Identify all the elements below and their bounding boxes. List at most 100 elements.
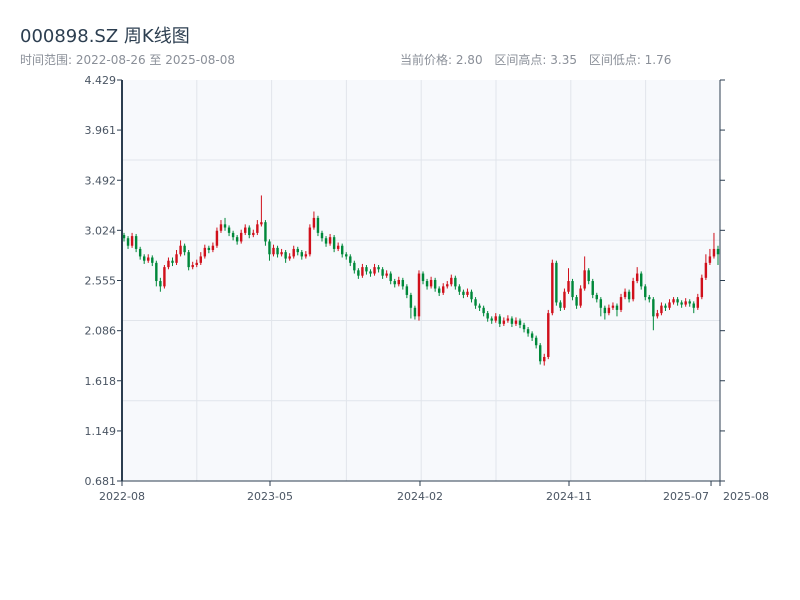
range-low: 区间低点: 1.76 [588,53,672,67]
x-tick-label: 2025-07 [663,490,709,503]
candle-up [256,224,259,233]
candle-down [571,281,574,298]
candle-down [644,286,647,298]
candle-up [244,227,247,233]
candle-up [211,245,215,251]
candle-down [603,307,607,314]
y-tick-label: 3.492 [85,174,117,187]
candle-up [611,305,615,308]
candle-up [696,297,700,308]
candle-up [502,320,506,324]
candle-down [296,248,299,253]
candle-down [530,333,534,338]
y-tick-label: 1.618 [85,375,117,388]
candle-up [712,248,716,257]
candle-up [215,230,219,246]
candle-down [151,257,154,263]
candle-down [587,270,590,282]
candle-down [155,262,158,282]
candle-up [704,262,708,278]
candle-up [700,277,704,298]
candle-up [195,262,198,265]
candle-up [336,245,340,249]
candle-up [167,260,170,268]
candle-up [219,224,223,231]
y-tick-label: 3.024 [85,224,117,237]
candle-up [280,252,283,255]
candle-down [159,281,162,287]
candle-down [409,294,413,308]
candle-down [365,267,368,272]
candle-down [134,236,138,249]
candle-down [421,273,425,282]
candle-down [284,252,287,259]
candle-down [470,291,473,300]
candle-up [397,279,400,285]
candle-up [583,270,586,289]
candle-down [138,248,142,257]
candle-down [486,313,489,319]
candle-down [207,247,211,251]
candle-down [276,247,279,255]
candle-down [171,260,174,263]
candle-up [567,281,570,292]
candle-down [522,324,526,330]
candle-down [648,297,651,300]
candle-down [462,291,465,295]
candle-down [377,267,380,270]
candle-down [676,299,679,303]
candle-down [534,337,538,346]
candle-down [126,238,130,246]
candle-down [599,299,603,308]
candle-up [361,267,364,276]
candle-down [425,281,429,287]
candle-down [627,291,631,300]
candle-down [458,286,461,292]
candle-up [130,236,134,246]
candle-up [147,257,150,261]
candle-up [260,222,263,225]
candle-down [353,262,356,271]
candle-up [623,291,627,298]
candle-down [615,305,619,310]
candle-up [506,318,510,321]
candle-down [664,305,667,308]
price-summary: 当前价格: 2.80 区间高点: 3.35 区间低点: 1.76 [400,51,679,68]
candle-up [708,256,712,263]
candle-up [684,301,687,305]
y-tick-label: 2.086 [85,325,117,338]
candle-up [373,267,376,274]
candle-down [716,248,720,255]
candle-up [163,267,166,287]
candle-up [450,277,453,285]
candle-down [320,232,324,239]
candle-down [316,217,320,233]
y-tick-label: 4.429 [85,74,117,87]
candle-down [413,307,417,317]
x-tick-label: 2025-08 [723,490,769,503]
candle-up [191,264,194,268]
candle-up [328,237,332,244]
candle-up [417,273,421,317]
x-tick-label: 2024-02 [397,490,443,503]
candle-down [454,277,457,287]
candle-down [300,252,304,257]
date-range-label: 时间范围: 2022-08-26 至 2025-08-08 [20,53,235,67]
candle-up [252,232,255,236]
candle-down [575,297,578,306]
candle-up [656,313,659,317]
candle-down [369,271,372,274]
y-tick-label: 0.681 [85,475,117,488]
candle-down [345,254,348,257]
candle-up [631,281,635,300]
candle-down [231,232,235,238]
candle-down [405,286,409,295]
candle-up [312,217,316,228]
candle-up [668,302,671,308]
candle-down [187,252,190,268]
candle-down [122,235,126,239]
candle-down [264,222,267,242]
candle-down [389,273,392,282]
candle-down [324,238,328,244]
candle-down [401,279,405,287]
